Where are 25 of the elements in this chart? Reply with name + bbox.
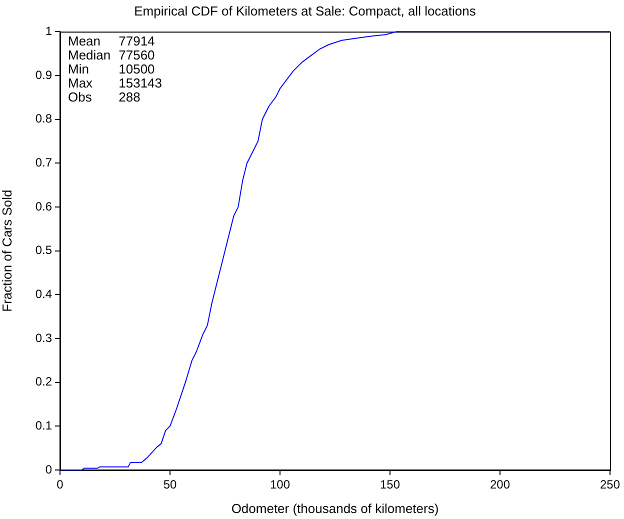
- x-tick-label: 250: [600, 478, 620, 492]
- y-tick-label: 0.2: [35, 374, 52, 389]
- x-tick-label: 0: [56, 478, 64, 492]
- x-axis-title: Odometer (thousands of kilometers): [231, 500, 439, 516]
- y-tick-label: 0.3: [35, 330, 52, 345]
- x-tick-label: 150: [380, 478, 400, 492]
- text: Obs 288: [68, 90, 140, 105]
- y-tick-label: 0.1: [35, 418, 52, 432]
- y-tick-label: 0.4: [35, 286, 52, 301]
- chart-title: Empirical CDF of Kilometers at Sale: Compact, all locations: [134, 3, 476, 18]
- y-tick-label: 1: [45, 24, 52, 38]
- y-tick-label: 0.8: [35, 112, 52, 126]
- x-tick-label: 200: [490, 478, 510, 492]
- y-tick-label: 0.5: [35, 243, 52, 258]
- annotation: Median 77560: [68, 48, 155, 63]
- text: Max 153143: [68, 76, 162, 91]
- x-tick-label: 50: [163, 478, 177, 492]
- text: Mean 77914: [68, 34, 155, 49]
- y-tick-label: 0: [45, 462, 52, 476]
- y-tick-label: 0.6: [35, 199, 52, 214]
- y-tick-label: 0.7: [35, 155, 52, 170]
- x-tick-label: 100: [270, 478, 290, 492]
- y-tick-label: 0.9: [35, 68, 52, 82]
- text: Min 10500: [68, 62, 155, 77]
- y-axis-title: Fraction of Cars Sold: [0, 190, 14, 312]
